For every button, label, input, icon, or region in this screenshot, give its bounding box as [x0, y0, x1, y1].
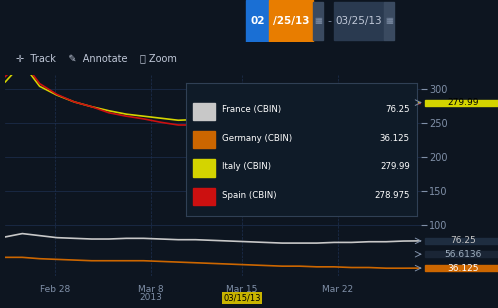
Text: Feb 28: Feb 28 [40, 285, 70, 294]
Bar [425, 99, 498, 106]
Bar [425, 265, 498, 271]
Bar [383, 2, 394, 39]
Text: 03/25/13: 03/25/13 [336, 16, 382, 26]
Text: 2013: 2013 [139, 293, 162, 302]
Bar [425, 238, 498, 244]
Bar [313, 2, 324, 39]
Text: Mar 22: Mar 22 [322, 285, 353, 294]
Text: 56.6136: 56.6136 [445, 250, 482, 259]
Text: Mar 8: Mar 8 [138, 285, 163, 294]
Bar [269, 0, 313, 42]
Bar [425, 251, 498, 257]
Text: 76.25: 76.25 [450, 236, 476, 245]
Bar [334, 2, 383, 39]
Text: -: - [327, 16, 331, 26]
Text: 279.99: 279.99 [448, 98, 479, 107]
Text: /25/13: /25/13 [273, 16, 309, 26]
Text: 03/15/13: 03/15/13 [223, 293, 261, 302]
Bar [246, 0, 269, 42]
Text: ▦: ▦ [314, 16, 322, 25]
Text: ✛  Track    ✎  Annotate    🔍 Zoom: ✛ Track ✎ Annotate 🔍 Zoom [16, 54, 177, 63]
Text: 36.125: 36.125 [448, 264, 479, 273]
Text: Mar 15: Mar 15 [226, 285, 257, 294]
Text: ▦: ▦ [385, 16, 393, 25]
Text: 02: 02 [250, 16, 264, 26]
